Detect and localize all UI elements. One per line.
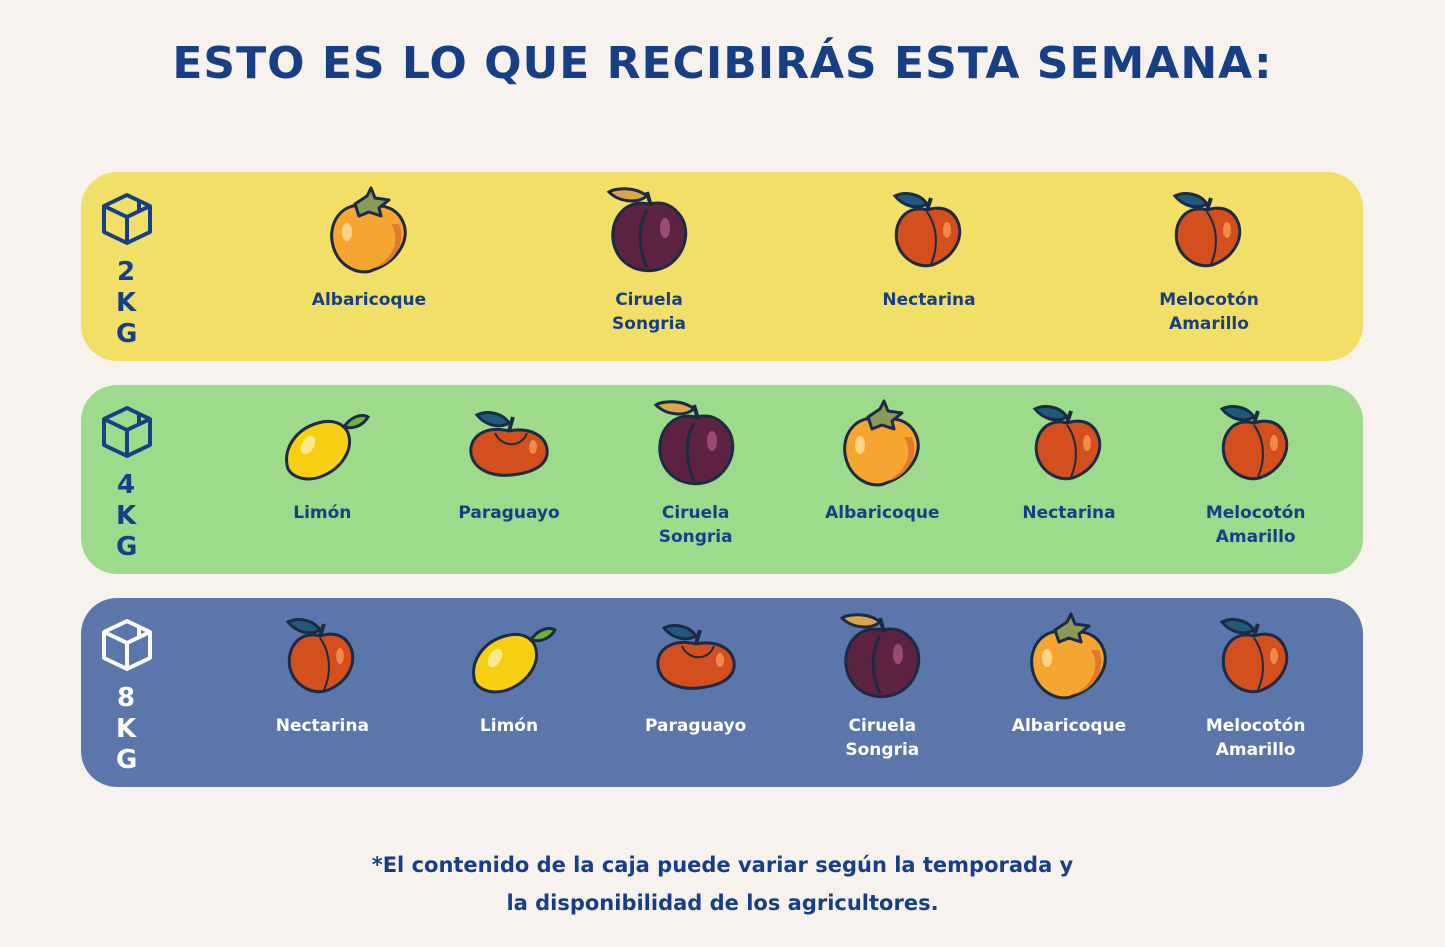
fruit-name: Paraguayo bbox=[645, 716, 747, 736]
fruit-icon bbox=[1208, 397, 1304, 493]
fruit-name: Limón bbox=[479, 716, 539, 736]
fruit-item: Melocotón Amarillo bbox=[1134, 184, 1284, 336]
page-title: ESTO ES LO QUE RECIBIRÁS ESTA SEMANA: bbox=[172, 38, 1273, 89]
fruit-item: Albaricoque bbox=[294, 184, 444, 312]
fruit-icon bbox=[648, 610, 744, 706]
fruit-name: Albaricoque bbox=[311, 290, 427, 310]
fruit-name: Ciruela Songria bbox=[845, 716, 920, 760]
fruit-name: Nectarina bbox=[882, 290, 976, 310]
fruit-item: Paraguayo bbox=[621, 610, 771, 738]
fruit-item: Limón bbox=[434, 610, 584, 738]
fruit-item: Nectarina bbox=[994, 397, 1144, 525]
fruit-name: Limón bbox=[293, 503, 352, 523]
fruit-name: Nectarina bbox=[275, 716, 369, 736]
fruit-icon bbox=[648, 397, 744, 493]
fruit-name: Melocotón Amarillo bbox=[1159, 290, 1259, 334]
box: 2KG Albaricoque Ciruela Songria Nectarina Me… bbox=[81, 172, 1363, 361]
fruit-icon bbox=[461, 610, 557, 706]
fruit-item: Paraguayo bbox=[434, 397, 584, 525]
fruit-item: Nectarina bbox=[247, 610, 397, 738]
fruit-icon bbox=[461, 397, 557, 493]
fruit-item: Ciruela Songria bbox=[574, 184, 724, 336]
footer-note: *El contenido de la caja puede variar se… bbox=[0, 846, 1445, 922]
fruit-name: Albaricoque bbox=[1011, 716, 1127, 736]
fruit-name: Ciruela Songria bbox=[612, 290, 686, 334]
fruit-item: Ciruela Songria bbox=[621, 397, 771, 549]
fruit-name: Melocotón Amarillo bbox=[1205, 716, 1306, 760]
box-size: 8KG bbox=[116, 683, 138, 775]
fruit-item: Melocotón Amarillo bbox=[1181, 610, 1331, 762]
box: 8KG Nectarina Limón Paraguayo Ciruela Songri… bbox=[81, 598, 1363, 787]
fruit-item: Limón bbox=[247, 397, 397, 525]
fruit-name: Albaricoque bbox=[825, 503, 940, 523]
fruit-item: Nectarina bbox=[854, 184, 1004, 312]
fruit-item: Albaricoque bbox=[994, 610, 1144, 738]
fruit-item: Melocotón Amarillo bbox=[1181, 397, 1331, 549]
fruit-icon bbox=[1161, 184, 1257, 280]
fruit-icon bbox=[321, 184, 417, 280]
fruit-icon bbox=[1021, 610, 1117, 706]
fruit-name: Nectarina bbox=[1022, 503, 1116, 523]
box: 4KG Limón Paraguayo Ciruela Songria Albarico… bbox=[81, 385, 1363, 574]
box-icon bbox=[101, 192, 153, 246]
fruit-icon bbox=[834, 397, 930, 493]
fruit-item: Ciruela Songria bbox=[807, 610, 957, 762]
footer-line: *El contenido de la caja puede variar se… bbox=[371, 853, 1074, 877]
footer-line: la disponibilidad de los agricultores. bbox=[506, 891, 939, 915]
box-size: 2KG bbox=[116, 257, 138, 349]
box-size: 4KG bbox=[116, 470, 138, 562]
fruit-name: Ciruela Songria bbox=[658, 503, 733, 547]
fruit-icon bbox=[274, 610, 370, 706]
fruit-item: Albaricoque bbox=[807, 397, 957, 525]
fruit-icon bbox=[601, 184, 697, 280]
fruit-icon bbox=[1021, 397, 1117, 493]
box-icon bbox=[101, 405, 153, 459]
fruit-icon bbox=[881, 184, 977, 280]
fruit-name: Paraguayo bbox=[458, 503, 560, 523]
fruit-name: Melocotón Amarillo bbox=[1205, 503, 1306, 547]
box-icon bbox=[101, 618, 153, 672]
fruit-icon bbox=[834, 610, 930, 706]
fruit-icon bbox=[1208, 610, 1304, 706]
fruit-icon bbox=[274, 397, 370, 493]
